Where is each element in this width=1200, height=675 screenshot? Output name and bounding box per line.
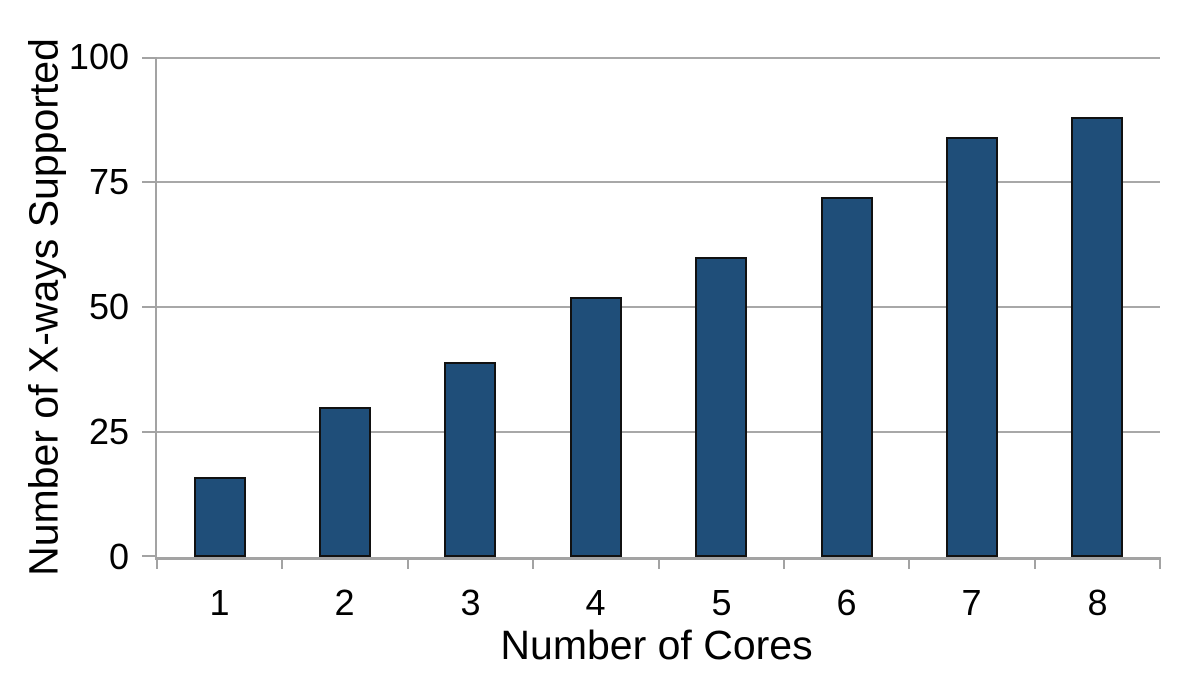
- x-axis-tick: [908, 557, 910, 569]
- y-tick-label: 75: [88, 161, 129, 202]
- gridline: [157, 57, 1160, 59]
- x-tick-label: 4: [585, 582, 606, 623]
- x-tick-label: 5: [711, 582, 732, 623]
- bar: [194, 477, 246, 557]
- x-tick-label: 2: [334, 582, 355, 623]
- y-axis-tick: [142, 57, 155, 59]
- y-axis-tick: [142, 431, 155, 433]
- bar: [1071, 117, 1123, 557]
- x-axis-tick: [532, 557, 534, 569]
- gridline: [157, 181, 1160, 183]
- bar: [695, 257, 747, 557]
- x-tick-label: 7: [961, 582, 982, 623]
- x-axis-tick: [658, 557, 660, 569]
- x-axis-tick: [1159, 557, 1161, 569]
- bar: [821, 197, 873, 557]
- gridline: [157, 431, 1160, 433]
- x-tick-label: 8: [1087, 582, 1108, 623]
- bar: [444, 362, 496, 557]
- y-axis-tick: [142, 181, 155, 183]
- y-axis-tick: [142, 306, 155, 308]
- y-tick-label: 100: [68, 36, 129, 77]
- x-tick-label: 1: [209, 582, 230, 623]
- y-tick-label: 0: [108, 536, 129, 577]
- x-axis-tick: [1034, 557, 1036, 569]
- bar: [570, 297, 622, 557]
- x-axis-tick: [783, 557, 785, 569]
- y-axis-tick: [142, 555, 155, 557]
- bar: [319, 407, 371, 557]
- x-axis-tick: [156, 557, 158, 569]
- x-axis-title: Number of Cores: [500, 622, 813, 668]
- x-tick-label: 6: [836, 582, 857, 623]
- gridline: [157, 306, 1160, 308]
- x-tick-label: 3: [460, 582, 481, 623]
- bar: [946, 137, 998, 557]
- x-axis-tick: [281, 557, 283, 569]
- x-axis-tick: [407, 557, 409, 569]
- y-tick-label: 50: [88, 286, 129, 327]
- y-tick-label: 25: [88, 411, 129, 452]
- plot-area: 0 25 50 75 100 1 2 3 4 5 6 7 8: [69, 37, 1161, 623]
